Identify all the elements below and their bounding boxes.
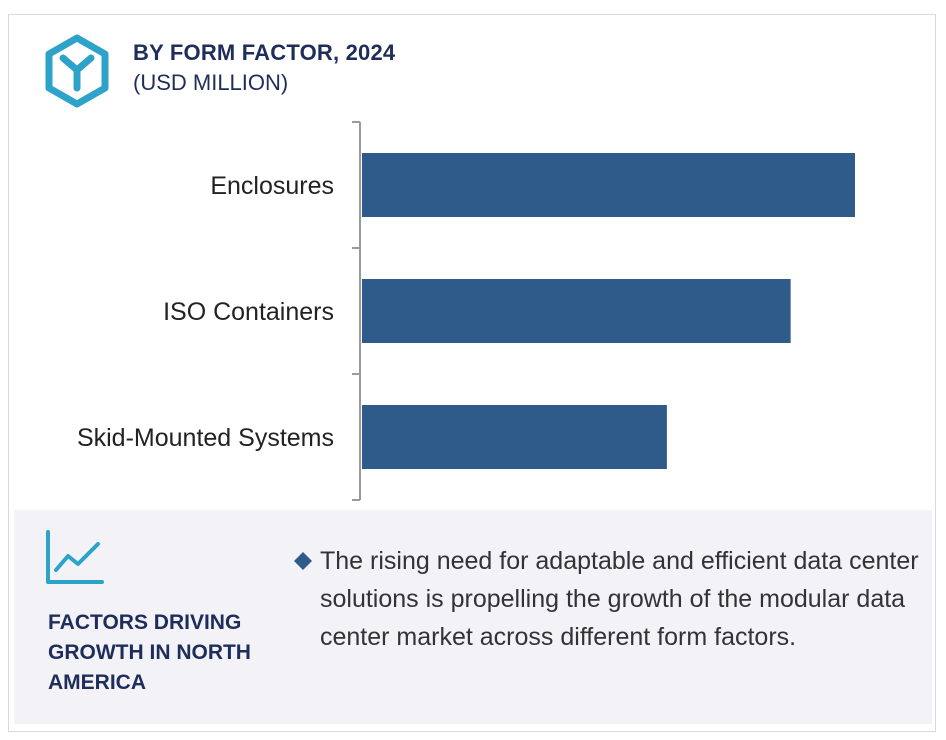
hexagon-y-icon [45,34,109,108]
category-label: Enclosures [210,172,334,200]
bar-enclosures [362,153,855,217]
bar-chart: Enclosures ISO Containers Skid-Mounted Sys… [77,121,855,501]
chart-subtitle: (USD MILLION) [133,70,289,95]
bar-iso-containers [362,279,791,343]
factors-panel [14,510,932,724]
line-chart-icon [46,530,104,584]
category-label: Skid-Mounted Systems [77,424,334,452]
diamond-bullet-icon [294,552,312,570]
factors-description: The rising need for adaptable and effici… [320,547,919,651]
bar-skid-mounted-systems [362,405,667,469]
factors-heading: FACTORS DRIVING GROWTH IN NORTH AMERICA [48,611,251,694]
category-label: ISO Containers [163,298,334,326]
chart-title: BY FORM FACTOR, 2024 [133,40,396,65]
